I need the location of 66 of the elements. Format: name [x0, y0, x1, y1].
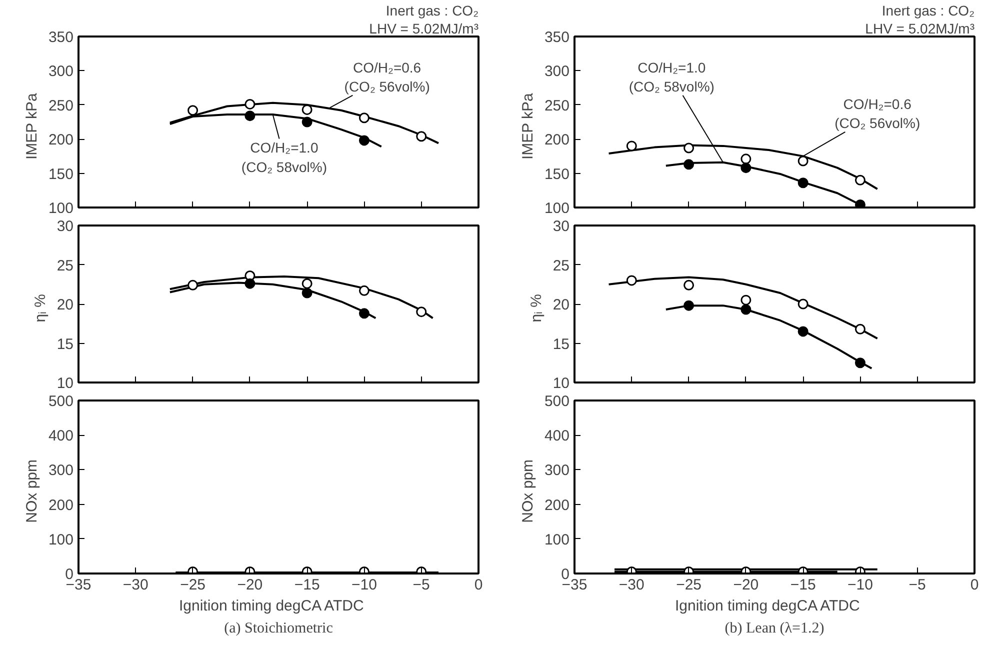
annotation: CO/H₂=1.0 (CO₂ 58vol%) — [628, 59, 714, 94]
y-tick-label: 25 — [552, 257, 570, 274]
y-axis-title: IMEP kPa — [519, 92, 536, 160]
x-tick-label: −15 — [294, 576, 320, 594]
y-tick-label: 500 — [48, 393, 74, 410]
y-tick-label: 350 — [544, 29, 570, 46]
x-tick-label: −30 — [122, 576, 148, 594]
x-tick-label: −10 — [847, 576, 873, 594]
y-tick-label: 100 — [48, 200, 74, 217]
y-axis-title: NOx ppm — [23, 459, 40, 523]
y-tick-label: 300 — [48, 63, 74, 80]
x-tick-label: −25 — [676, 576, 702, 594]
y-tick-label: 10 — [56, 375, 74, 392]
y-tick-label: 150 — [544, 166, 570, 183]
y-tick-label: 20 — [56, 296, 74, 314]
y-tick-label: 15 — [56, 336, 74, 353]
x-axis-title: Ignition timing degCA ATDC — [675, 598, 860, 614]
text: (a) Stoichiometric — [224, 620, 334, 636]
y-tick-label: 150 — [48, 166, 74, 183]
y-tick-label: 200 — [48, 132, 74, 149]
text: Inert gas : CO₂ — [882, 2, 975, 18]
y-tick-label: 25 — [56, 257, 74, 274]
x-tick-label: −5 — [412, 576, 430, 594]
y-axis-title: ηᵢ % — [32, 294, 49, 322]
y-tick-label: 350 — [48, 29, 74, 46]
x-tick-label: −25 — [180, 576, 206, 594]
x-tick-label: −5 — [908, 576, 926, 594]
y-tick-label: 0 — [561, 566, 570, 583]
y-tick-label: 20 — [552, 296, 570, 314]
annotation: LHV = 5.02MJ/m³ — [369, 20, 479, 36]
y-axis-title: IMEP kPa — [23, 92, 40, 160]
annotation: CO/H₂=1.0 (CO₂ 58vol%) — [241, 140, 328, 175]
y-tick-label: 200 — [544, 496, 570, 514]
y-tick-label: 100 — [544, 531, 570, 548]
x-tick-label: −30 — [618, 576, 644, 594]
y-tick-label: 100 — [544, 200, 570, 217]
annotation: CO/H₂=0.6 (CO₂ 56vol%) — [834, 96, 920, 132]
y-tick-label: 15 — [552, 336, 570, 353]
y-tick-label: 250 — [544, 97, 570, 114]
x-axis-title: Ignition timing degCA ATDC — [179, 598, 364, 614]
y-axis-title: ηᵢ % — [528, 294, 545, 322]
y-tick-label: 0 — [65, 566, 74, 583]
text: (b) Lean (λ=1.2) — [724, 620, 824, 636]
y-tick-label: 400 — [544, 428, 570, 445]
annotation: CO/H₂=0.6 (CO₂ 56vol%) — [344, 59, 430, 94]
y-tick-label: 500 — [544, 393, 570, 410]
y-tick-label: 30 — [552, 218, 570, 235]
y-tick-label: 300 — [544, 462, 570, 480]
x-tick-label: 0 — [474, 576, 483, 594]
x-tick-label: −20 — [733, 576, 759, 594]
y-tick-label: 30 — [56, 218, 74, 235]
annotation: LHV = 5.02MJ/m³ — [865, 20, 975, 36]
y-tick-label: 200 — [48, 496, 74, 514]
y-tick-label: 200 — [544, 132, 570, 149]
y-tick-label: 250 — [48, 97, 74, 114]
y-axis-title: NOx ppm — [519, 459, 536, 523]
text: Inert gas : CO₂ — [386, 2, 479, 18]
y-tick-label: 100 — [48, 531, 74, 548]
x-tick-label: −15 — [790, 576, 816, 594]
y-tick-label: 300 — [544, 63, 570, 80]
x-tick-label: −10 — [351, 576, 377, 594]
y-tick-label: 400 — [48, 428, 74, 445]
x-tick-label: 0 — [970, 576, 979, 594]
y-tick-label: 10 — [552, 375, 570, 392]
y-tick-label: 300 — [48, 462, 74, 480]
x-tick-label: −20 — [237, 576, 263, 594]
